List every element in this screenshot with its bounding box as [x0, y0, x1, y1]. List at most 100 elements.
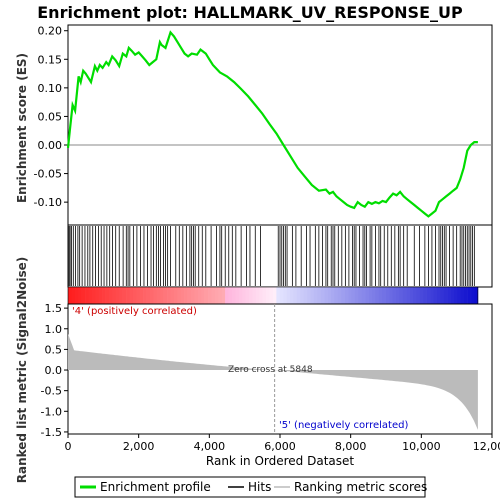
- positive-label: '4' (positively correlated): [72, 306, 197, 317]
- band-segment: [238, 287, 243, 304]
- x-tick-label: 10,000: [402, 440, 441, 453]
- band-segment: [402, 287, 407, 304]
- band-segment: [382, 287, 386, 304]
- band-segment: [433, 287, 438, 304]
- band-segment: [416, 287, 421, 304]
- band-segment: [221, 287, 226, 304]
- rank-color-band: [67, 286, 479, 305]
- band-segment: [208, 287, 212, 304]
- zero-cross-label: Zero cross at 5848: [228, 365, 313, 375]
- band-segment: [440, 287, 445, 304]
- band-segment: [307, 287, 311, 304]
- band-segment: [406, 287, 410, 304]
- metric-panel: -1.5 -1.0 -0.5 0.0 0.5 1.0 1.5 '4' (positively…: [41, 302, 493, 439]
- band-segment: [375, 287, 380, 304]
- band-segment: [201, 287, 205, 304]
- band-segment: [187, 287, 192, 304]
- band-segment: [153, 287, 158, 304]
- band-segment: [351, 287, 356, 304]
- es-tick-label: -0.10: [34, 196, 62, 209]
- band-segment: [129, 287, 134, 304]
- band-segment: [163, 287, 168, 304]
- metric-tick-label: 0.0: [45, 364, 63, 377]
- legend: Enrichment profile Hits Ranking metric s…: [74, 476, 427, 498]
- band-segment: [286, 287, 291, 304]
- es-tick-label: 0.15: [38, 53, 63, 66]
- band-segment: [269, 287, 274, 304]
- band-segment: [474, 287, 479, 304]
- band-segment: [105, 287, 110, 304]
- band-segment: [453, 287, 458, 304]
- legend-frame: [74, 476, 426, 498]
- legend-item-hits: Hits: [248, 480, 271, 494]
- band-segment: [228, 287, 233, 304]
- metric-tick-label: -1.0: [41, 405, 62, 418]
- legend-item-metric: Ranking metric scores: [294, 480, 427, 494]
- band-segment: [450, 287, 455, 304]
- band-segment: [126, 287, 130, 304]
- band-segment: [184, 287, 188, 304]
- band-segment: [447, 287, 451, 304]
- band-segment: [392, 287, 397, 304]
- band-segment: [272, 287, 277, 304]
- metric-axis-title: Ranked list metric (Signal2Noise): [15, 257, 29, 484]
- x-tick-label: 6,000: [264, 440, 296, 453]
- band-segment: [389, 287, 393, 304]
- metric-tick-label: 1.0: [45, 323, 63, 336]
- band-segment: [170, 287, 175, 304]
- band-segment: [119, 287, 123, 304]
- band-segment: [471, 287, 475, 304]
- band-segment: [330, 287, 335, 304]
- band-segment: [160, 287, 164, 304]
- band-segment: [146, 287, 151, 304]
- band-segment: [464, 287, 468, 304]
- x-ticks: 0 2,000 4,000 6,000 8,000 10,000 12,000: [65, 434, 500, 453]
- band-segment: [68, 287, 72, 304]
- metric-ticks: -1.5 -1.0 -0.5 0.0 0.5 1.0 1.5: [41, 302, 68, 439]
- band-segment: [467, 287, 472, 304]
- band-segment: [368, 287, 373, 304]
- x-tick-label: 2,000: [123, 440, 155, 453]
- band-segment: [190, 287, 195, 304]
- metric-tick-label: -0.5: [41, 385, 62, 398]
- band-segment: [430, 287, 434, 304]
- band-segment: [324, 287, 328, 304]
- legend-item-enrichment: Enrichment profile: [100, 480, 211, 494]
- band-segment: [204, 287, 209, 304]
- band-segment: [385, 287, 390, 304]
- band-segment: [252, 287, 257, 304]
- band-segment: [95, 287, 100, 304]
- band-segment: [102, 287, 106, 304]
- band-segment: [197, 287, 202, 304]
- band-segment: [173, 287, 178, 304]
- band-segment: [149, 287, 154, 304]
- es-tick-label: -0.05: [34, 168, 62, 181]
- band-segment: [361, 287, 366, 304]
- band-segment: [249, 287, 253, 304]
- band-segment: [167, 287, 171, 304]
- es-tick-label: 0.05: [38, 110, 63, 123]
- band-segment: [74, 287, 79, 304]
- band-segment: [341, 287, 345, 304]
- band-segment: [177, 287, 182, 304]
- chart-title: Enrichment plot: HALLMARK_UV_RESPONSE_UP: [37, 3, 463, 22]
- band-segment: [419, 287, 424, 304]
- metric-tick-label: -1.5: [41, 426, 62, 439]
- band-segment: [399, 287, 404, 304]
- band-segment: [276, 287, 281, 304]
- x-tick-label: 12,000: [473, 440, 500, 453]
- band-segment: [242, 287, 246, 304]
- band-segment: [296, 287, 301, 304]
- x-tick-label: 0: [65, 440, 72, 453]
- band-segment: [327, 287, 332, 304]
- band-segment: [334, 287, 339, 304]
- band-segment: [115, 287, 120, 304]
- x-tick-label: 4,000: [194, 440, 226, 453]
- band-segment: [259, 287, 263, 304]
- es-series: [66, 30, 478, 218]
- band-segment: [225, 287, 229, 304]
- band-segment: [255, 287, 260, 304]
- band-segment: [235, 287, 240, 304]
- band-segment: [78, 287, 82, 304]
